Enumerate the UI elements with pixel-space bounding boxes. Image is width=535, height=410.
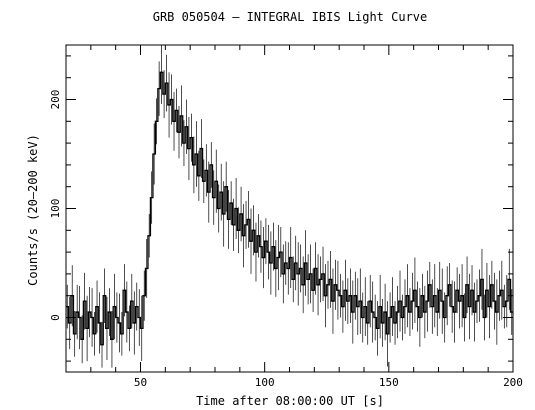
error-bars	[66, 45, 513, 368]
x-tick-label: 100	[255, 376, 275, 389]
x-tick-label: 50	[134, 376, 147, 389]
y-axis-ticks: 0 100 200	[49, 55, 513, 362]
y-tick-label: 100	[49, 199, 62, 219]
y-tick-label: 0	[49, 314, 62, 321]
chart-title: GRB 050504 – INTEGRAL IBIS Light Curve	[153, 10, 428, 24]
y-tick-label: 200	[49, 90, 62, 110]
x-axis-title: Time after 08:00:00 UT [s]	[196, 394, 384, 408]
light-curve-series	[66, 71, 513, 346]
x-tick-label: 150	[379, 376, 399, 389]
y-axis-title: Counts/s (20–200 keV)	[26, 134, 40, 286]
x-tick-label: 200	[503, 376, 523, 389]
x-axis-ticks: 50 100 150 200	[65, 45, 523, 389]
